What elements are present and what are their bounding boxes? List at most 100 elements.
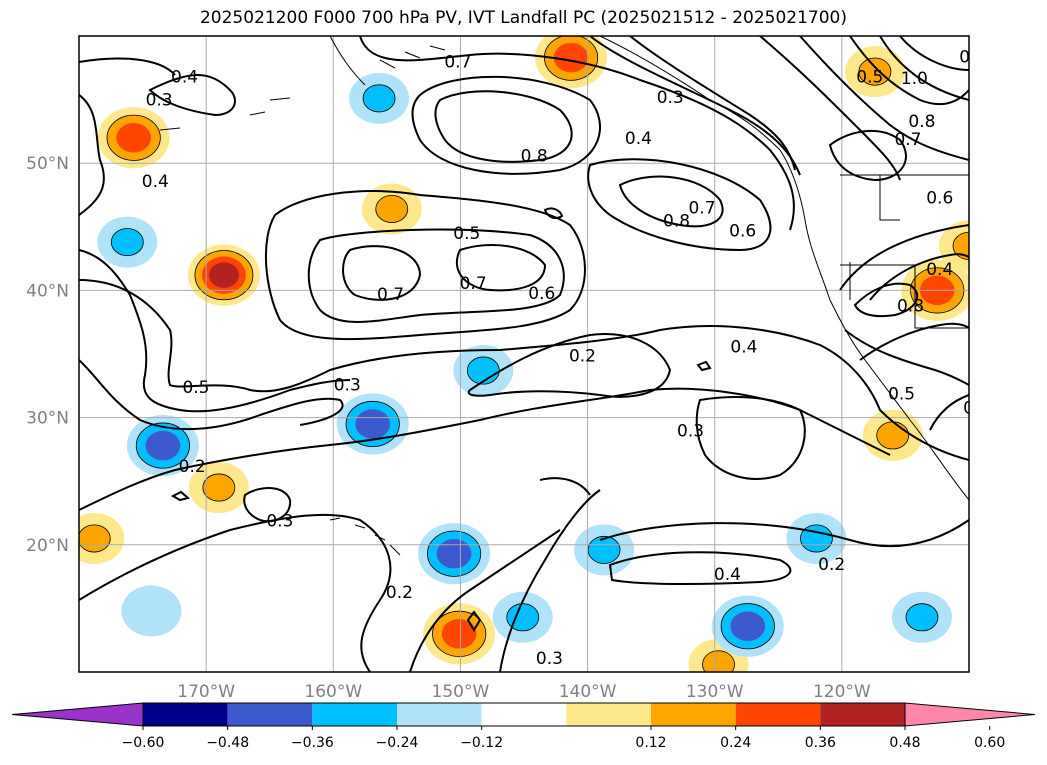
contour-label: 0.4 [714,565,741,585]
colorbar-tick-label: −0.48 [206,735,249,751]
contour-line [618,175,724,228]
lon-tick-label: 160°W [304,682,362,702]
contour-label: 0.3 [266,512,293,532]
colorbar-tick-label: 0.48 [889,735,920,751]
colorbar-segment [227,703,313,726]
anomaly-negative [418,523,491,585]
contour-line [79,359,344,431]
contour-label: 0.7 [959,47,986,67]
colorbar-segment [651,703,736,726]
lon-tick-label: 130°W [686,682,744,702]
colorbar-segment [820,703,905,726]
anomaly-negative [97,216,158,268]
contour-line [148,74,236,117]
anomaly-level [355,409,391,439]
anomaly-level [375,194,409,223]
colorbar: −0.60 −0.48 −0.36 −0.24 −0.12 0.12 0.24 0.36 0.4… [11,702,1036,751]
colorbar-tick-label: 0.36 [805,735,836,751]
anomaly-level [905,603,939,632]
anomaly-negative [711,595,784,657]
lat-tick-label: 20°N [26,536,69,556]
anomaly-positive [844,46,905,98]
contour-line [409,529,561,672]
anomaly-level [441,619,477,649]
contour-label: 0.3 [657,88,684,108]
contour-label: 0.2 [386,583,413,603]
contour-label: 0.4 [171,68,198,88]
map-title: 2025021200 F000 700 hPa PV, IVT Landfall… [199,8,847,28]
anomaly-positive [97,107,170,169]
contour-line [629,36,796,171]
anomaly-negative [126,414,199,477]
contour-label: 0.3 [677,421,704,441]
contour-label: 0.2 [569,346,596,366]
contour-line [243,487,292,523]
contour-label: 0.7 [688,199,715,219]
contour-label: 0.6 [729,222,756,242]
anomaly-level [876,421,910,450]
contour-line [170,490,191,502]
contour-line [899,36,969,71]
contour-line [869,253,969,301]
coastline-alaska-chain [159,36,446,131]
lon-tick-label: 120°W [813,682,871,702]
colorbar-frame [142,702,906,727]
coastlines [159,36,969,556]
contour-line [859,322,969,361]
anomaly-level [730,611,766,641]
anomaly-negative [891,591,952,643]
contour-label: 0.5 [888,384,915,404]
colorbar-tick-label: −0.12 [460,735,503,751]
contour-line [342,245,422,301]
contour-line [839,224,969,291]
anomaly-level [208,262,239,288]
contour-labels: 0.40.30.40.70.80.40.30.5 1.00.80.70.70.80… [142,47,986,669]
anomaly-level [702,650,735,672]
lon-tick-label: 150°W [432,682,490,702]
anomaly-level [116,123,152,153]
contour-line [849,36,969,106]
contour-line [411,75,601,175]
colorbar-tick-label: −0.60 [122,735,165,751]
contour-line [599,519,969,548]
anomaly-level [202,473,236,502]
contour-line [799,36,969,161]
contour-line [587,158,772,252]
anomaly-positive [79,512,125,564]
gridlines [79,36,969,672]
anomaly-positive [535,36,608,89]
contour-label: 0.3 [334,376,361,396]
colorbar-segment [735,703,821,726]
contour-line [466,610,482,632]
contour-line [265,190,586,341]
anomaly-negative [453,345,514,397]
colorbar-segment [312,703,397,726]
anomaly-negative [492,591,553,643]
anomaly-level [506,603,540,632]
contour-line [467,333,672,398]
anomaly-level [587,535,621,564]
lat-tick-label: 40°N [26,281,69,301]
contour-line [543,207,564,219]
anomaly-positive [361,183,422,235]
lat-tick-label: 50°N [26,154,69,174]
contour-label: 0.8 [908,112,935,132]
contour-line [307,228,565,323]
contour-label: 0.8 [521,147,548,167]
contour-label: 0.5 [453,224,480,244]
contour-label: 0.5 [856,68,883,88]
contour-line [608,551,792,586]
contour-line [759,36,901,181]
longitude-tick-labels: 170°W 160°W 150°W 140°W 130°W 120°W [177,682,871,702]
contour-line [853,282,919,318]
anomaly-positive [939,220,969,272]
anomaly-level [800,524,833,553]
anomaly-negative [121,585,182,637]
anomaly-level [110,228,144,257]
contour-line [828,129,907,182]
anomaly-negative [336,393,409,455]
colorbar-segment [397,703,482,726]
lat-tick-label: 30°N [26,409,69,429]
pv-contours [79,36,969,672]
